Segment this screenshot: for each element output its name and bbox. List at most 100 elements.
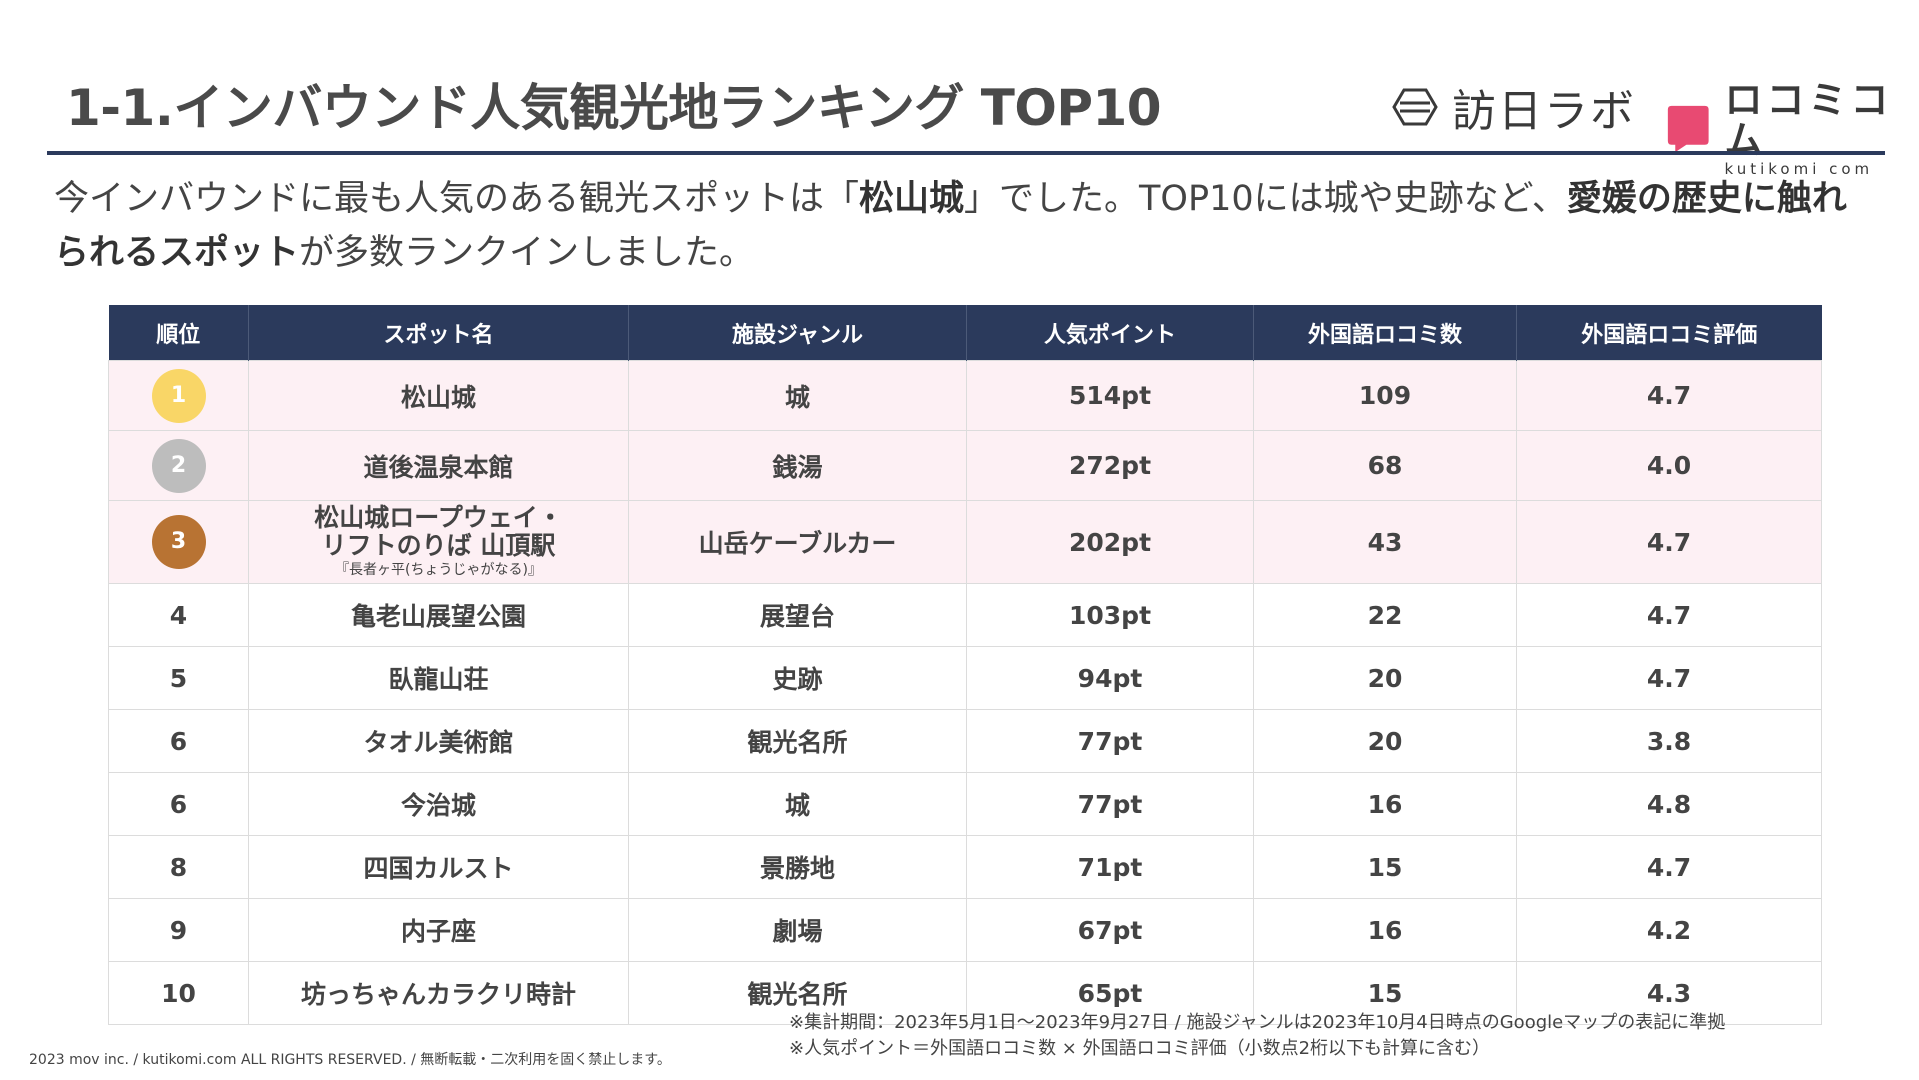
count-cell: 43 (1253, 500, 1517, 584)
rating-cell: 4.7 (1516, 360, 1822, 431)
rating-cell: 4.3 (1516, 961, 1822, 1025)
lead-text-2: 」でした。TOP10には城や史跡など、 (964, 179, 1567, 219)
houjin-lab-logo-text: 訪日ラボ (1452, 86, 1636, 137)
rank-cell: 8 (108, 835, 249, 899)
header-points: 人気ポイント (966, 305, 1254, 361)
count-cell: 20 (1253, 709, 1517, 773)
count-cell: 22 (1253, 583, 1517, 647)
points-cell: 71pt (966, 835, 1254, 899)
houjin-lab-logo: 訪日ラボ (1392, 82, 1636, 137)
rank-cell: 1 (108, 360, 249, 431)
kutikomi-speech-bubble-icon (1667, 105, 1709, 153)
houjin-lab-hexagon-icon (1392, 88, 1438, 126)
lead-paragraph: 今インバウンドに最も人気のある観光スポットは「松山城」でした。TOP10には城や… (54, 172, 1854, 280)
points-cell: 514pt (966, 360, 1254, 431)
spot-name-cell: 道後温泉本館 (248, 430, 629, 501)
genre-cell: 景勝地 (628, 835, 967, 899)
genre-cell: 観光名所 (628, 961, 967, 1025)
table-row: 4 亀老山展望公園 展望台 103pt 22 4.7 (108, 583, 1822, 647)
lead-bold-2: 愛媛の歴史に触れられるスポット (54, 179, 1847, 273)
genre-cell: 城 (628, 360, 967, 431)
table-header-row: 順位 スポット名 施設ジャンル 人気ポイント 外国語ロコミ数 外国語ロコミ評価 (108, 305, 1822, 361)
rating-cell: 3.8 (1516, 709, 1822, 773)
title-divider (47, 151, 1885, 155)
spot-name-cell: 亀老山展望公園 (248, 583, 629, 647)
count-cell: 68 (1253, 430, 1517, 501)
spot-name-cell: タオル美術館 (248, 709, 629, 773)
header-review-count: 外国語ロコミ数 (1253, 305, 1517, 361)
genre-cell: 城 (628, 772, 967, 836)
kutikomi-logo-en: kutikomi com (1724, 160, 1874, 178)
rating-cell: 4.7 (1516, 500, 1822, 584)
rank-cell: 9 (108, 898, 249, 962)
points-cell: 65pt (966, 961, 1254, 1025)
points-cell: 77pt (966, 772, 1254, 836)
rating-cell: 4.7 (1516, 646, 1822, 710)
spot-name-cell: 松山城 (248, 360, 629, 431)
table-row: 6 今治城 城 77pt 16 4.8 (108, 772, 1822, 836)
spot-name-cell: 四国カルスト (248, 835, 629, 899)
count-cell: 16 (1253, 898, 1517, 962)
table-row: 8 四国カルスト 景勝地 71pt 15 4.7 (108, 835, 1822, 899)
copyright-notice: 2023 mov inc. / kutikomi.com ALL RIGHTS … (29, 1052, 671, 1068)
spot-name-line: 松山城ロープウェイ・ (314, 503, 563, 532)
genre-cell: 山岳ケーブルカー (628, 500, 967, 584)
rating-cell: 4.7 (1516, 583, 1822, 647)
rank-cell: 6 (108, 709, 249, 773)
header-genre: 施設ジャンル (628, 305, 967, 361)
table-row: 1 松山城 城 514pt 109 4.7 (108, 360, 1822, 431)
rating-cell: 4.0 (1516, 430, 1822, 501)
header-spot-name: スポット名 (248, 305, 629, 361)
rank-cell: 2 (108, 430, 249, 501)
spot-name-subtitle: 『長者ヶ平(ちょうじゃがなる)』 (335, 562, 542, 578)
page-title: 1-1.インバウンド人気観光地ランキング TOP10 (66, 79, 1162, 137)
ranking-table: 順位 スポット名 施設ジャンル 人気ポイント 外国語ロコミ数 外国語ロコミ評価 … (108, 305, 1822, 1025)
genre-cell: 劇場 (628, 898, 967, 962)
table-row: 10 坊っちゃんカラクリ時計 観光名所 65pt 15 4.3 (108, 961, 1822, 1025)
count-cell: 15 (1253, 961, 1517, 1025)
table-row: 6 タオル美術館 観光名所 77pt 20 3.8 (108, 709, 1822, 773)
bronze-medal-badge: 3 (151, 515, 206, 569)
table-row: 2 道後温泉本館 銭湯 272pt 68 4.0 (108, 430, 1822, 501)
kutikomi-logo-jp: ロコミコム (1724, 78, 1893, 162)
count-cell: 109 (1253, 360, 1517, 431)
rating-cell: 4.8 (1516, 772, 1822, 836)
header-review-rating: 外国語ロコミ評価 (1516, 305, 1822, 361)
count-cell: 16 (1253, 772, 1517, 836)
header-rank: 順位 (108, 305, 249, 361)
count-cell: 20 (1253, 646, 1517, 710)
count-cell: 15 (1253, 835, 1517, 899)
footnotes: ※集計期間：2023年5月1日～2023年9月27日 / 施設ジャンルは2023… (789, 1010, 1725, 1062)
gold-medal-badge: 1 (151, 368, 206, 423)
genre-cell: 銭湯 (628, 430, 967, 501)
rank-cell: 4 (108, 583, 249, 647)
rating-cell: 4.2 (1516, 898, 1822, 962)
spot-name-cell: 坊っちゃんカラクリ時計 (248, 961, 629, 1025)
table-row: 5 臥龍山荘 史跡 94pt 20 4.7 (108, 646, 1822, 710)
genre-cell: 展望台 (628, 583, 967, 647)
spot-name-cell: 今治城 (248, 772, 629, 836)
points-cell: 202pt (966, 500, 1254, 584)
spot-name-line: リフトのりば 山頂駅 (321, 531, 556, 560)
table-row: 9 内子座 劇場 67pt 16 4.2 (108, 898, 1822, 962)
points-cell: 67pt (966, 898, 1254, 962)
rank-cell: 6 (108, 772, 249, 836)
genre-cell: 史跡 (628, 646, 967, 710)
points-cell: 77pt (966, 709, 1254, 773)
points-cell: 94pt (966, 646, 1254, 710)
lead-bold-1: 松山城 (859, 179, 965, 219)
kutikomi-logo: ロコミコム kutikomi com (1666, 80, 1919, 178)
rating-cell: 4.7 (1516, 835, 1822, 899)
rank-cell: 10 (108, 961, 249, 1025)
lead-text-3: が多数ランクインしました。 (299, 233, 755, 273)
points-cell: 272pt (966, 430, 1254, 501)
table-row: 3 松山城ロープウェイ・ リフトのりば 山頂駅 『長者ヶ平(ちょうじゃがなる)』… (108, 500, 1822, 584)
spot-name-cell: 松山城ロープウェイ・ リフトのりば 山頂駅 『長者ヶ平(ちょうじゃがなる)』 (248, 500, 629, 584)
silver-medal-badge: 2 (151, 438, 206, 493)
spot-name-cell: 臥龍山荘 (248, 646, 629, 710)
footnote-formula: ※人気ポイント＝外国語ロコミ数 × 外国語ロコミ評価（小数点2桁以下も計算に含む… (789, 1038, 1491, 1059)
lead-text-1: 今インバウンドに最も人気のある観光スポットは「 (54, 179, 860, 219)
genre-cell: 観光名所 (628, 709, 967, 773)
footnote-period: ※集計期間：2023年5月1日～2023年9月27日 / 施設ジャンルは2023… (789, 1012, 1726, 1033)
rank-cell: 5 (108, 646, 249, 710)
